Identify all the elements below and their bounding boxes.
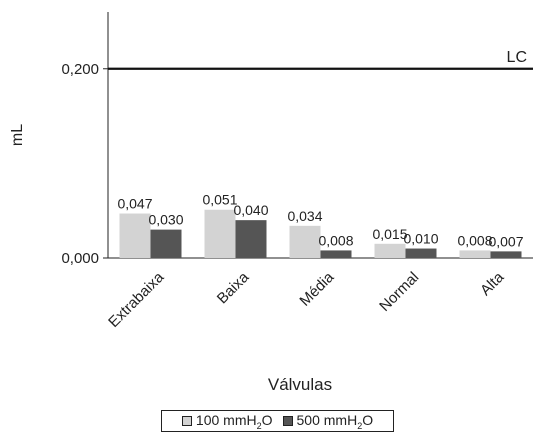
legend-label-100: 100 mmH2O [195,411,273,431]
data-label: 0,010 [403,231,438,247]
x-tick-label: Média [296,268,337,309]
y-tick-label: 0,200 [61,61,99,78]
legend-swatch-500 [282,415,293,426]
bar [459,250,491,258]
legend-label-500: 500 mmH2O [296,411,374,431]
x-tick-label: Extrabaixa [105,268,168,331]
data-label: 0,030 [148,212,183,228]
bar [289,225,321,258]
bar-chart: 0,0000,200LC0,0470,030Extrabaixa0,0510,0… [9,12,533,394]
bar [374,243,406,258]
x-tick-label: Baixa [214,268,253,307]
data-label: 0,034 [287,208,322,224]
y-axis-title: mL [9,124,26,146]
reference-line-label: LC [507,49,527,66]
x-tick-label: Normal [376,269,422,315]
plot-area: 0,0000,200LC0,0470,030Extrabaixa0,0510,0… [9,12,533,394]
legend-swatch-100 [181,415,192,426]
bar [320,250,352,258]
data-label: 0,008 [318,232,353,248]
x-axis-title: Válvulas [268,375,332,394]
bar [119,213,151,258]
data-label: 0,008 [457,232,492,248]
data-label: 0,047 [117,196,152,212]
y-tick-label: 0,000 [61,250,99,267]
data-label: 0,040 [233,202,268,218]
legend-item-100: 100 mmH2O [181,411,273,431]
data-label: 0,015 [372,226,407,242]
x-tick-label: Alta [477,268,508,299]
bar [235,220,267,258]
data-label: 0,007 [488,233,523,249]
bar [405,248,437,258]
data-label: 0,051 [202,192,237,208]
bar [150,229,182,258]
bar [490,251,522,258]
legend-item-500: 500 mmH2O [282,411,374,431]
chart-legend: 100 mmH2O 500 mmH2O [161,410,394,432]
bar [204,209,236,258]
